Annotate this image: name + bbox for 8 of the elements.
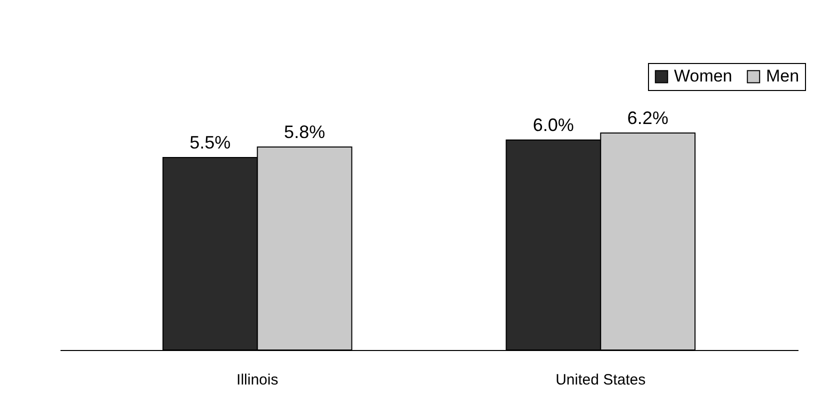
data-label: 5.5%	[190, 132, 231, 152]
x-tick-label: Illinois	[236, 372, 278, 388]
x-tick-label: United States	[556, 372, 646, 388]
legend-label: Men	[766, 66, 800, 86]
data-label: 6.2%	[627, 108, 668, 128]
data-label: 6.0%	[532, 115, 574, 135]
legend-label: Women	[674, 66, 732, 86]
data-label: 5.8%	[284, 122, 326, 142]
